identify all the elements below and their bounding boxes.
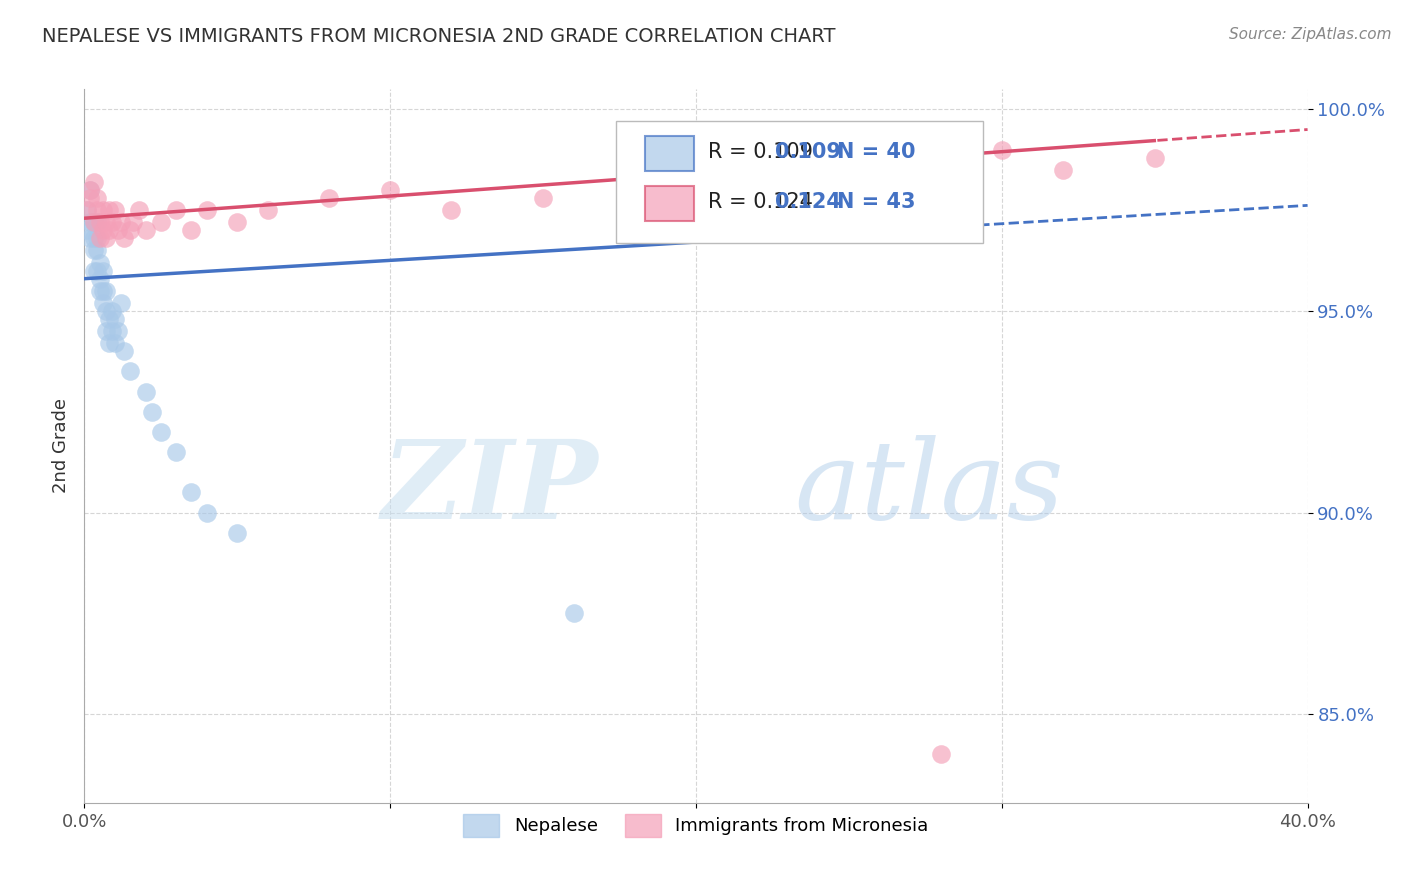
Text: R = 0.124: R = 0.124: [709, 192, 813, 212]
Point: [107, 324, 129, 338]
Point: [929, 747, 952, 762]
Point: [97, 312, 120, 326]
Point: [89, 231, 111, 245]
Point: [149, 425, 172, 439]
Point: [120, 223, 142, 237]
Point: [122, 215, 145, 229]
Point: [440, 203, 463, 218]
Point: [149, 215, 172, 229]
Point: [318, 191, 340, 205]
Point: [838, 183, 860, 197]
Point: [86, 203, 108, 218]
Point: [110, 215, 132, 229]
Point: [76, 203, 98, 218]
Point: [624, 183, 647, 197]
Point: [104, 203, 127, 218]
Point: [97, 336, 120, 351]
Point: [79, 191, 101, 205]
Text: 0.109: 0.109: [776, 142, 841, 162]
Point: [91, 223, 114, 237]
Point: [120, 364, 142, 378]
Point: [79, 183, 101, 197]
Point: [79, 183, 101, 197]
Text: N = 43: N = 43: [837, 192, 915, 212]
Point: [83, 244, 105, 258]
Bar: [644, 136, 693, 171]
Point: [79, 215, 101, 229]
Point: [531, 191, 554, 205]
Point: [89, 271, 111, 285]
FancyBboxPatch shape: [616, 121, 983, 243]
Point: [180, 223, 202, 237]
Text: 0.124: 0.124: [776, 192, 841, 212]
Y-axis label: 2nd Grade: 2nd Grade: [52, 399, 70, 493]
Text: atlas: atlas: [794, 435, 1063, 542]
Bar: [644, 186, 693, 221]
Point: [86, 191, 108, 205]
Text: R = 0.109: R = 0.109: [709, 142, 813, 162]
Point: [195, 506, 218, 520]
Point: [165, 445, 187, 459]
Point: [83, 175, 105, 189]
Text: NEPALESE VS IMMIGRANTS FROM MICRONESIA 2ND GRADE CORRELATION CHART: NEPALESE VS IMMIGRANTS FROM MICRONESIA 2…: [42, 27, 835, 45]
Point: [101, 304, 124, 318]
Point: [104, 336, 127, 351]
Point: [83, 231, 105, 245]
Point: [128, 203, 150, 218]
Point: [107, 223, 129, 237]
Point: [380, 183, 402, 197]
Point: [112, 344, 135, 359]
Point: [83, 263, 105, 277]
Point: [101, 324, 124, 338]
Point: [141, 405, 163, 419]
Point: [97, 203, 120, 218]
Point: [94, 284, 117, 298]
Point: [1052, 162, 1074, 177]
Point: [94, 324, 117, 338]
Point: [89, 255, 111, 269]
Point: [86, 263, 108, 277]
Point: [91, 263, 114, 277]
Point: [86, 215, 108, 229]
Point: [89, 284, 111, 298]
Point: [135, 223, 157, 237]
Text: ZIP: ZIP: [381, 435, 598, 542]
Point: [226, 525, 249, 540]
Point: [226, 215, 249, 229]
Point: [79, 231, 101, 245]
Point: [94, 215, 117, 229]
Point: [86, 244, 108, 258]
Point: [83, 215, 105, 229]
Point: [76, 223, 98, 237]
Point: [135, 384, 157, 399]
Point: [257, 203, 280, 218]
Point: [562, 607, 585, 621]
Point: [101, 215, 124, 229]
Point: [76, 203, 98, 218]
Point: [180, 485, 202, 500]
Point: [685, 175, 707, 189]
Point: [1143, 151, 1166, 165]
Point: [86, 231, 108, 245]
Point: [165, 203, 187, 218]
Point: [97, 223, 120, 237]
Text: N = 40: N = 40: [837, 142, 915, 162]
Point: [112, 231, 135, 245]
Point: [991, 143, 1014, 157]
Point: [104, 312, 127, 326]
Point: [747, 191, 769, 205]
Point: [94, 304, 117, 318]
Point: [110, 296, 132, 310]
Point: [91, 203, 114, 218]
Point: [929, 162, 952, 177]
Point: [94, 231, 117, 245]
Text: Source: ZipAtlas.com: Source: ZipAtlas.com: [1229, 27, 1392, 42]
Point: [89, 215, 111, 229]
Point: [91, 284, 114, 298]
Point: [91, 296, 114, 310]
Point: [195, 203, 218, 218]
Point: [83, 215, 105, 229]
Legend: Nepalese, Immigrants from Micronesia: Nepalese, Immigrants from Micronesia: [456, 807, 936, 844]
